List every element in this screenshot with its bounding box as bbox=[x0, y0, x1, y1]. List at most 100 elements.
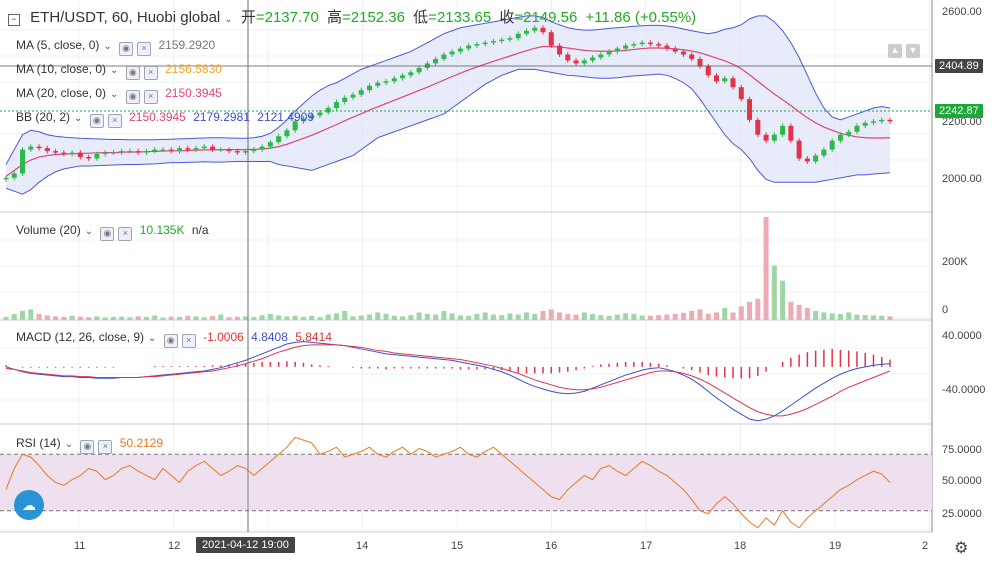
volume-value-1: 10.135K bbox=[139, 223, 185, 237]
volume-bar bbox=[342, 310, 348, 320]
arrow-up-icon[interactable]: ▲ bbox=[888, 44, 902, 58]
candle-body bbox=[680, 51, 686, 55]
close-icon[interactable]: × bbox=[137, 42, 152, 56]
time-tick: 11 bbox=[74, 540, 86, 552]
chevron-down-icon[interactable]: ⌄ bbox=[84, 226, 94, 237]
candle-body bbox=[358, 90, 364, 95]
candle-body bbox=[325, 108, 331, 113]
candle-body bbox=[342, 97, 348, 103]
chevron-down-icon[interactable]: ⌄ bbox=[110, 89, 119, 100]
volume-bar bbox=[94, 316, 100, 320]
ma20-value: 2150.3945 bbox=[165, 86, 222, 100]
candle-body bbox=[226, 149, 232, 152]
ma20-label[interactable]: MA (20, close, 0) bbox=[16, 86, 107, 100]
ma10-label[interactable]: MA (10, close, 0) bbox=[16, 62, 107, 76]
volume-bar bbox=[738, 306, 744, 320]
volume-bar bbox=[226, 317, 232, 320]
close-icon[interactable]: × bbox=[98, 440, 113, 454]
chevron-down-icon[interactable]: ⌄ bbox=[148, 333, 157, 344]
candle-body bbox=[813, 155, 819, 162]
volume-bar bbox=[507, 313, 513, 320]
symbol-title[interactable]: ETH/USDT, 60, Huobi global bbox=[30, 9, 221, 26]
close-icon[interactable]: × bbox=[118, 227, 133, 241]
volume-bar bbox=[474, 313, 480, 320]
close-value: =2149.56 bbox=[514, 9, 578, 26]
eye-icon[interactable]: ◉ bbox=[163, 334, 178, 348]
crosshair-price-tag: 2404.89 bbox=[935, 59, 983, 73]
ma5-label[interactable]: MA (5, close, 0) bbox=[16, 38, 100, 52]
candle-body bbox=[259, 146, 265, 150]
candle-body bbox=[796, 140, 802, 159]
arrow-down-icon[interactable]: ▼ bbox=[906, 44, 920, 58]
volume-bar bbox=[730, 312, 736, 320]
candle-body bbox=[590, 57, 596, 61]
logo-icon[interactable]: ☁ bbox=[14, 490, 44, 520]
eye-icon[interactable]: ◉ bbox=[100, 227, 115, 241]
eye-icon[interactable]: ◉ bbox=[89, 114, 104, 128]
macd-dif-line bbox=[5, 341, 891, 422]
candle-body bbox=[821, 149, 827, 156]
volume-bar bbox=[234, 316, 240, 320]
volume-label[interactable]: Volume (20) bbox=[16, 223, 81, 237]
candle-body bbox=[449, 51, 455, 55]
chevron-down-icon[interactable]: ⌄ bbox=[224, 14, 233, 25]
bb-label[interactable]: BB (20, 2) bbox=[16, 110, 71, 124]
candle-body bbox=[614, 48, 620, 52]
eye-icon[interactable]: ◉ bbox=[80, 440, 95, 454]
close-icon[interactable]: × bbox=[181, 334, 196, 348]
candle-body bbox=[400, 75, 406, 79]
eye-icon[interactable]: ◉ bbox=[125, 90, 140, 104]
volume-bar bbox=[416, 312, 422, 320]
candle-body bbox=[218, 149, 224, 151]
candle-body bbox=[135, 151, 141, 153]
rsi-line bbox=[5, 436, 891, 529]
candle-body bbox=[234, 151, 240, 153]
candle-body bbox=[672, 48, 678, 52]
crosshair-time-tag: 2021-04-12 19:00 bbox=[196, 537, 295, 553]
candle-body bbox=[86, 157, 92, 159]
candle-body bbox=[879, 119, 885, 122]
rsi-legend: RSI (14) ⌄ ◉ × 50.2129 bbox=[16, 436, 167, 454]
close-icon[interactable]: × bbox=[143, 66, 158, 80]
candle-body bbox=[565, 54, 571, 61]
macd-legend: MACD (12, 26, close, 9) ⌄ ◉ × -1.0006 4.84… bbox=[16, 330, 336, 348]
candle-body bbox=[482, 42, 488, 45]
chevron-down-icon[interactable]: ⌄ bbox=[74, 113, 83, 124]
volume-bar bbox=[862, 315, 868, 320]
candle-body bbox=[788, 125, 794, 141]
candle-body bbox=[309, 115, 315, 119]
candle-body bbox=[276, 136, 282, 143]
chevron-down-icon[interactable]: ⌄ bbox=[64, 439, 74, 450]
eye-icon[interactable]: ◉ bbox=[119, 42, 134, 56]
candle-body bbox=[433, 58, 439, 64]
volume-bar bbox=[879, 315, 885, 320]
volume-bar bbox=[565, 313, 571, 320]
volume-bar bbox=[623, 313, 629, 320]
collapse-icon[interactable]: − bbox=[8, 14, 20, 26]
volume-bar bbox=[523, 312, 529, 320]
chevron-down-icon[interactable]: ⌄ bbox=[110, 65, 119, 76]
volume-bar bbox=[722, 307, 728, 320]
volume-bar bbox=[755, 298, 761, 320]
close-icon[interactable]: × bbox=[107, 114, 122, 128]
eye-icon[interactable]: ◉ bbox=[125, 66, 140, 80]
scale-buttons[interactable]: ▲ ▼ bbox=[888, 40, 924, 58]
volume-bar bbox=[689, 310, 695, 320]
rsi-band bbox=[0, 454, 932, 511]
rsi-label[interactable]: RSI (14) bbox=[16, 436, 61, 450]
ma20-line bbox=[5, 45, 891, 177]
gear-icon[interactable]: ⚙ bbox=[954, 540, 969, 557]
candle-body bbox=[523, 30, 529, 34]
volume-bar bbox=[251, 316, 257, 320]
rsi-tick: 50.0000 bbox=[942, 475, 982, 487]
candle-body bbox=[689, 54, 695, 59]
chevron-down-icon[interactable]: ⌄ bbox=[103, 41, 112, 52]
close-icon[interactable]: × bbox=[143, 90, 158, 104]
candle-body bbox=[210, 146, 216, 150]
bb-value-1: 2150.3945 bbox=[129, 110, 186, 124]
volume-bar bbox=[466, 315, 472, 320]
macd-label[interactable]: MACD (12, 26, close, 9) bbox=[16, 330, 145, 344]
macd-value-1: -1.0006 bbox=[203, 330, 244, 344]
candle-body bbox=[20, 149, 26, 174]
